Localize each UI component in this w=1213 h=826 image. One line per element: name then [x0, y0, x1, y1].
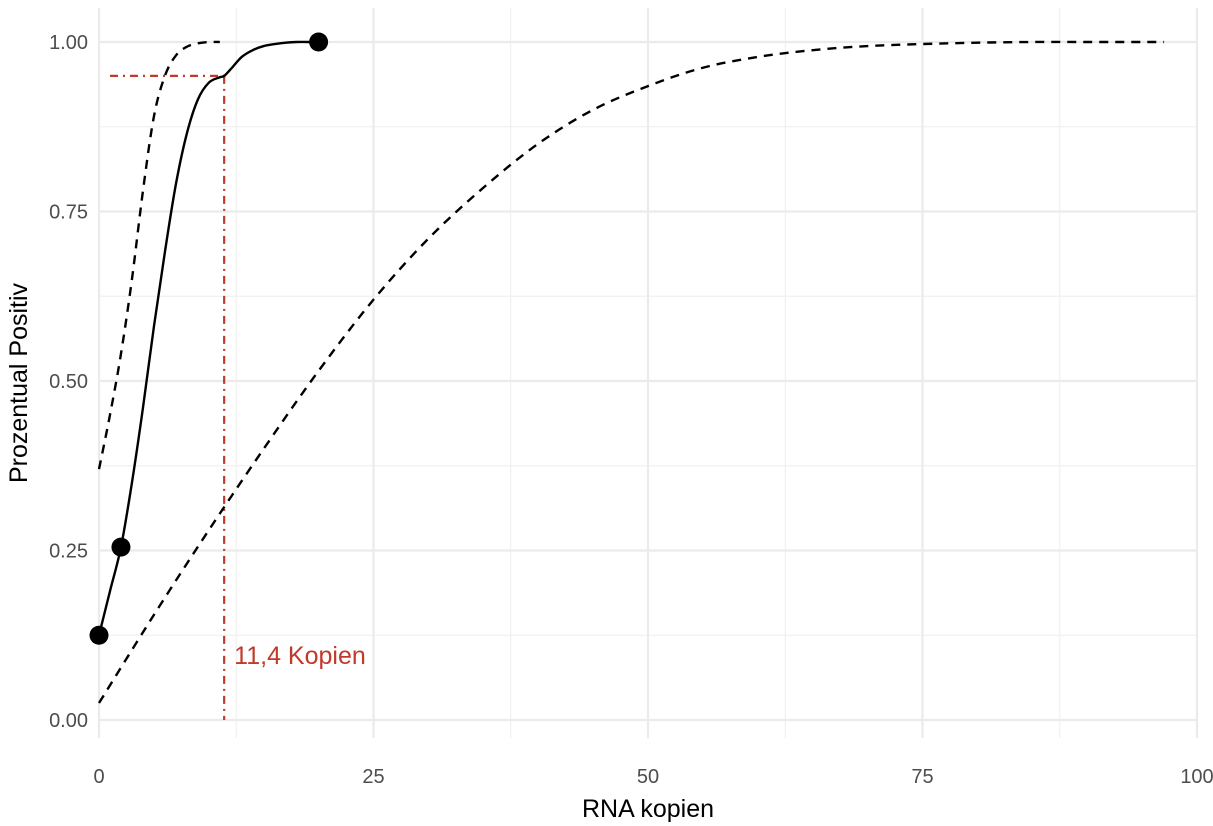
- points-group: [89, 32, 329, 645]
- data-point: [309, 32, 329, 52]
- y-tick-label: 0.00: [49, 710, 88, 732]
- y-tick-label: 0.25: [49, 541, 88, 563]
- data-point: [111, 537, 131, 557]
- x-tick-label: 25: [362, 766, 384, 788]
- x-tick-label: 50: [637, 766, 659, 788]
- y-axis-title: Prozentual Positiv: [5, 282, 33, 483]
- lower-confidence-curve: [97, 40, 1165, 704]
- y-tick-label: 0.75: [49, 202, 88, 224]
- data-point: [89, 625, 109, 645]
- y-tick-label: 1.00: [49, 32, 88, 54]
- grid: [97, 8, 1199, 738]
- x-tick-label: 0: [93, 766, 104, 788]
- threshold-annotation-label: 11,4 Kopien: [234, 642, 366, 670]
- tick-labels: 0 25 50 75 100 0.00 0.25 0.50 0.75 1.00: [49, 32, 1213, 788]
- fit-curve: [97, 40, 319, 636]
- x-tick-label: 75: [911, 766, 933, 788]
- series-group: [97, 40, 1165, 704]
- x-axis-title: RNA kopien: [582, 795, 714, 823]
- x-tick-label: 100: [1180, 766, 1213, 788]
- upper-confidence-curve: [97, 40, 220, 470]
- y-tick-label: 0.50: [49, 371, 88, 393]
- annotation-lines: [109, 74, 226, 720]
